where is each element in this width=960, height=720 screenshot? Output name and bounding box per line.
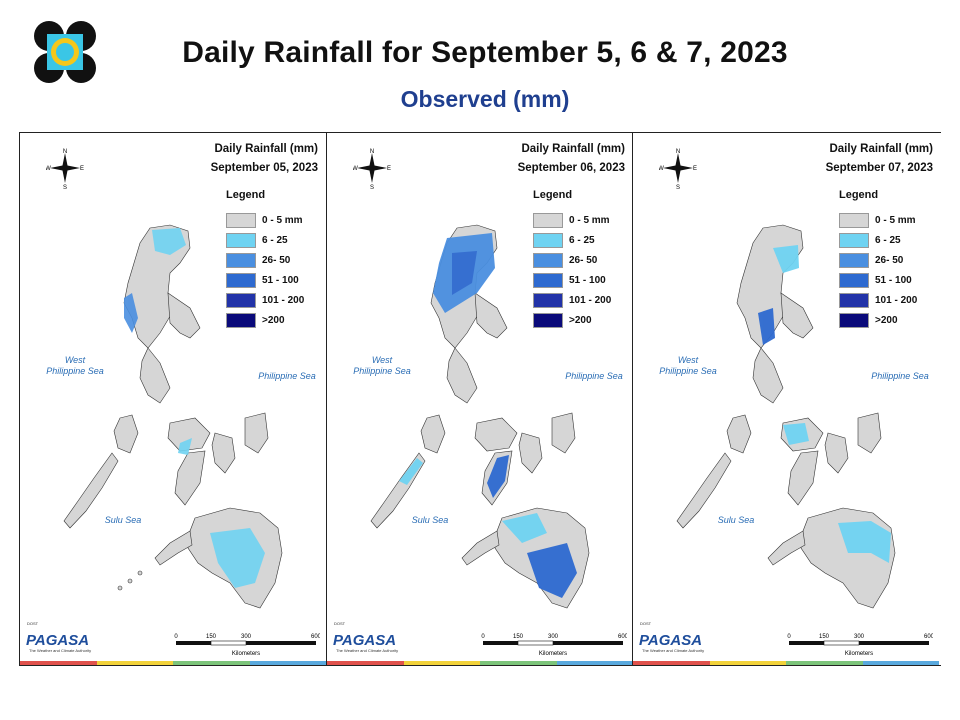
legend: 0 - 5 mm 6 - 25 26- 50 51 - 100 101 - 20… xyxy=(226,210,304,330)
svg-text:Kilometers: Kilometers xyxy=(539,651,567,657)
north-arrow-icon: N S W E xyxy=(46,149,84,189)
legend-item: 26- 50 xyxy=(839,250,917,270)
svg-text:0: 0 xyxy=(481,634,485,640)
page-title: Daily Rainfall for September 5, 6 & 7, 2… xyxy=(182,36,788,69)
legend-item: 0 - 5 mm xyxy=(533,210,611,230)
compass-w: W xyxy=(46,166,51,172)
pagasa-logo: DOST PAGASA The Weather and Climate Auth… xyxy=(639,621,705,653)
color-stripe xyxy=(633,661,939,665)
svg-text:150: 150 xyxy=(206,634,217,640)
compass-e: E xyxy=(80,166,84,172)
legend-title: Legend xyxy=(226,189,266,201)
svg-text:W: W xyxy=(659,166,664,172)
svg-text:S: S xyxy=(676,185,680,189)
page-subtitle: Observed (mm) xyxy=(400,86,570,112)
legend-title: Legend xyxy=(839,189,879,201)
map-date: September 05, 2023 xyxy=(210,162,318,174)
svg-text:W: W xyxy=(353,166,358,172)
legend-item: 51 - 100 xyxy=(533,270,611,290)
legend-item: 26- 50 xyxy=(226,250,304,270)
svg-text:0: 0 xyxy=(787,634,791,640)
legend-item: 26- 50 xyxy=(533,250,611,270)
svg-text:Kilometers: Kilometers xyxy=(845,651,873,657)
legend-item: 6 - 25 xyxy=(839,230,917,250)
philippines-map xyxy=(676,224,896,609)
legend-item: 51 - 100 xyxy=(839,270,917,290)
svg-text:N: N xyxy=(370,149,374,155)
color-stripe xyxy=(327,661,633,665)
sea-label-west: West Philippine Sea xyxy=(46,355,104,376)
legend-item: 51 - 100 xyxy=(226,270,304,290)
sea-label-east: Philippine Sea xyxy=(258,371,316,381)
compass-n: N xyxy=(63,149,67,155)
legend-item: 101 - 200 xyxy=(839,290,917,310)
north-arrow-icon: N S W E xyxy=(353,149,391,189)
legend-title: Legend xyxy=(533,189,573,201)
svg-text:E: E xyxy=(387,166,391,172)
legend-item: 0 - 5 mm xyxy=(839,210,917,230)
svg-text:600: 600 xyxy=(311,634,320,640)
sea-label-east: Philippine Sea xyxy=(871,371,929,381)
svg-text:N: N xyxy=(676,149,680,155)
north-arrow-icon: N S W E xyxy=(659,149,697,189)
svg-text:150: 150 xyxy=(819,634,830,640)
svg-text:600: 600 xyxy=(618,634,627,640)
rainfall-maps: Daily Rainfall (mm) September 05, 2023 N… xyxy=(19,132,941,666)
sea-label-south: Sulu Sea xyxy=(411,515,449,525)
map-heading: Daily Rainfall (mm) xyxy=(521,143,625,155)
map-date: September 06, 2023 xyxy=(517,162,625,174)
svg-text:150: 150 xyxy=(513,634,524,640)
svg-text:300: 300 xyxy=(241,634,252,640)
color-stripe xyxy=(20,661,326,665)
svg-text:600: 600 xyxy=(924,634,933,640)
scale-bar: 0 150 300 600 Kilometers xyxy=(787,634,933,657)
scale-bar: 0 150 300 600 Kilometers xyxy=(174,634,320,657)
legend-item: 6 - 25 xyxy=(533,230,611,250)
sea-label-east: Philippine Sea xyxy=(565,371,623,381)
legend: 0 - 5 mm 6 - 25 26- 50 51 - 100 101 - 20… xyxy=(839,210,917,330)
dost-logo xyxy=(33,20,97,84)
map-heading: Daily Rainfall (mm) xyxy=(829,143,933,155)
rainfall-map-sep-05: Daily Rainfall (mm) September 05, 2023 N… xyxy=(20,133,326,665)
rainfall-map-sep-06: Daily Rainfall (mm) September 06, 2023 N… xyxy=(326,133,633,665)
svg-text:S: S xyxy=(370,185,374,189)
philippines-map xyxy=(63,224,283,609)
svg-text:E: E xyxy=(693,166,697,172)
legend-item: 0 - 5 mm xyxy=(226,210,304,230)
rainfall-map-sep-07: Daily Rainfall (mm) September 07, 2023 N… xyxy=(632,133,941,665)
legend-item: >200 xyxy=(533,310,611,330)
map-date: September 07, 2023 xyxy=(825,162,933,174)
legend-item: 101 - 200 xyxy=(226,290,304,310)
pagasa-logo: DOST PAGASA The Weather and Climate Auth… xyxy=(333,621,399,653)
map-heading: Daily Rainfall (mm) xyxy=(214,143,318,155)
svg-text:300: 300 xyxy=(854,634,865,640)
svg-text:Kilometers: Kilometers xyxy=(232,651,260,657)
svg-text:0: 0 xyxy=(174,634,178,640)
sea-label-west: West Philippine Sea xyxy=(659,355,717,376)
legend-item: >200 xyxy=(839,310,917,330)
legend: 0 - 5 mm 6 - 25 26- 50 51 - 100 101 - 20… xyxy=(533,210,611,330)
sea-label-west: West Philippine Sea xyxy=(353,355,411,376)
philippines-map xyxy=(370,224,590,609)
pagasa-logo: DOST PAGASA The Weather and Climate Auth… xyxy=(26,621,92,653)
legend-item: 6 - 25 xyxy=(226,230,304,250)
sea-label-south: Sulu Sea xyxy=(104,515,142,525)
scale-bar: 0 150 300 600 Kilometers xyxy=(481,634,627,657)
legend-item: >200 xyxy=(226,310,304,330)
sea-label-south: Sulu Sea xyxy=(717,515,755,525)
svg-text:300: 300 xyxy=(548,634,559,640)
compass-s: S xyxy=(63,185,67,189)
legend-item: 101 - 200 xyxy=(533,290,611,310)
